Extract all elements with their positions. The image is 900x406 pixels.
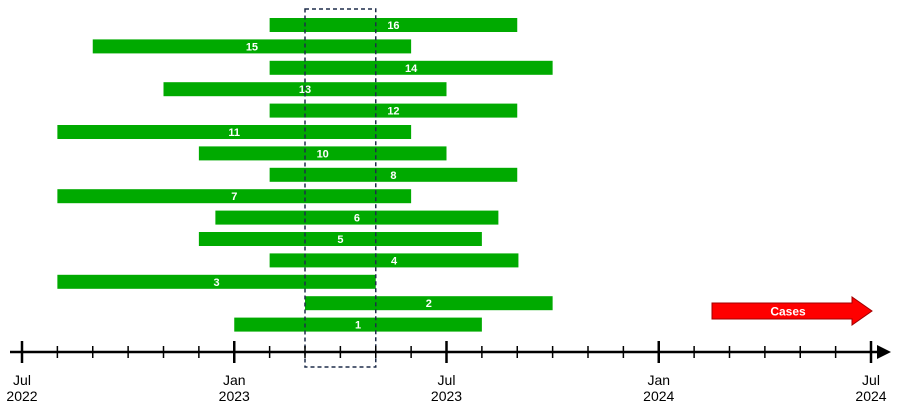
bar-rect [215, 210, 499, 225]
bar-rect [57, 125, 412, 139]
bar-label: 12 [387, 106, 399, 118]
bar-label: 16 [387, 20, 399, 32]
tick-label-year: 2022 [6, 388, 37, 404]
bar-rect [269, 167, 518, 182]
bar-6: 6 [215, 210, 499, 225]
bar-label: 14 [405, 63, 418, 75]
bar-4: 4 [269, 253, 519, 268]
tick-label-year: 2024 [643, 388, 674, 404]
bar-label: 10 [317, 148, 329, 160]
bar-7: 7 [57, 189, 412, 204]
highlight-window [304, 8, 377, 368]
tick-label-year: 2024 [855, 388, 886, 404]
bar-rect [269, 103, 518, 118]
bar-rect [269, 18, 518, 32]
bar-label: 7 [231, 191, 237, 203]
bar-rect [305, 296, 553, 311]
bar-12: 12 [269, 103, 518, 118]
bar-rect [198, 232, 482, 246]
bar-rect [269, 60, 553, 75]
tick-label-month: Jan [223, 372, 246, 388]
bar-rect [269, 253, 519, 268]
tick-label-year: 2023 [219, 388, 250, 404]
tick-label-year: 2023 [431, 388, 462, 404]
tick-label-month: Jul [862, 372, 880, 388]
bar-rect [57, 274, 376, 289]
bar-label: 3 [214, 277, 220, 289]
cases-arrow: Cases [711, 296, 873, 326]
bar-label: 1 [355, 320, 361, 332]
bar-3: 3 [57, 274, 376, 289]
bar-label: 13 [299, 84, 311, 96]
bar-label: 2 [426, 298, 432, 310]
cases-arrow-label: Cases [770, 305, 806, 319]
bar-label: 8 [390, 170, 396, 182]
tick-label-month: Jul [13, 372, 31, 388]
bar-15: 15 [92, 39, 412, 54]
bar-10: 10 [198, 146, 447, 161]
bar-rect [57, 189, 412, 204]
bar-5: 5 [198, 232, 482, 246]
bar-rect [198, 146, 447, 161]
bar-label: 4 [391, 255, 398, 267]
bar-14: 14 [269, 60, 553, 75]
bar-label: 5 [337, 234, 343, 246]
bar-11: 11 [57, 125, 412, 139]
bar-1: 1 [234, 317, 482, 332]
bar-2: 2 [305, 296, 553, 311]
bar-label: 15 [246, 41, 258, 53]
bar-8: 8 [269, 167, 518, 182]
bar-label: 11 [228, 127, 240, 139]
tick-label-month: Jul [438, 372, 456, 388]
cases-arrow-shape [711, 296, 873, 326]
bar-label: 6 [354, 213, 360, 225]
bar-16: 16 [269, 18, 518, 32]
bar-rect [234, 317, 482, 332]
axis-arrowhead [877, 345, 891, 359]
bar-rect [92, 39, 412, 54]
tick-label-month: Jan [647, 372, 670, 388]
